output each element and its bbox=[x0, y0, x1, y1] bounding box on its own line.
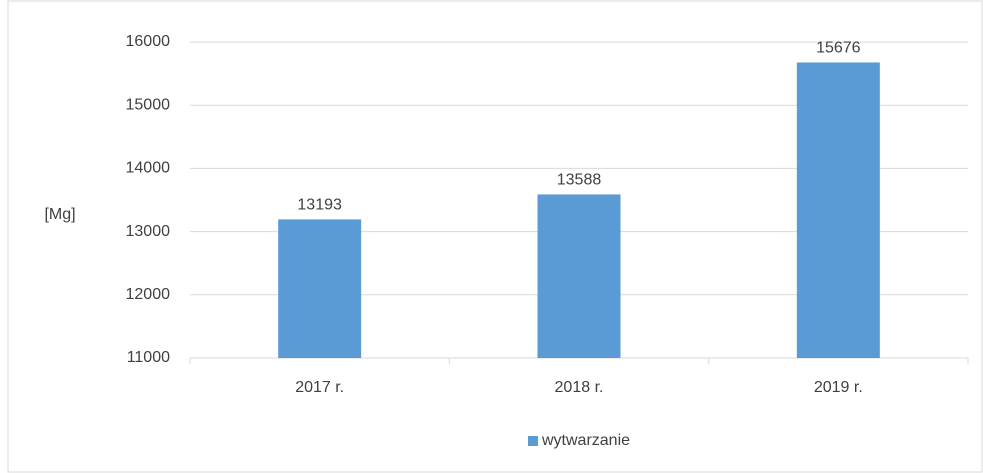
bar bbox=[796, 62, 880, 358]
legend-swatch bbox=[527, 436, 538, 446]
data-label: 13193 bbox=[297, 197, 342, 214]
y-tick-label: 16000 bbox=[126, 33, 171, 50]
bar bbox=[278, 219, 362, 358]
y-tick-label: 15000 bbox=[126, 96, 171, 113]
x-tick-label: 2019 r. bbox=[814, 379, 863, 396]
x-tick-label: 2017 r. bbox=[295, 379, 344, 396]
y-tick-label: 11000 bbox=[127, 349, 170, 366]
data-label: 13588 bbox=[557, 172, 602, 189]
y-tick-label: 14000 bbox=[126, 160, 171, 177]
legend-label: wytwarzanie bbox=[541, 432, 630, 449]
y-tick-label: 12000 bbox=[126, 286, 171, 303]
y-axis-label: [Mg] bbox=[44, 206, 75, 223]
bar bbox=[537, 194, 621, 358]
y-tick-label: 13000 bbox=[126, 223, 171, 240]
x-tick-label: 2018 r. bbox=[555, 379, 604, 396]
data-label: 15676 bbox=[816, 40, 861, 57]
